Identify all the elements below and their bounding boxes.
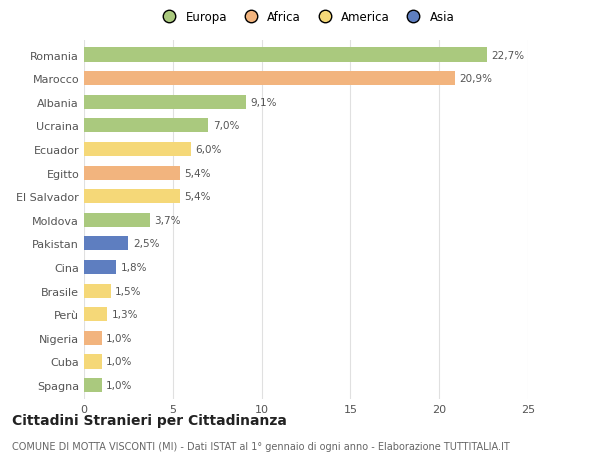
Bar	[84, 331, 102, 345]
Text: 7,0%: 7,0%	[213, 121, 239, 131]
Text: 22,7%: 22,7%	[491, 50, 525, 61]
Text: 2,5%: 2,5%	[133, 239, 160, 249]
Text: 1,8%: 1,8%	[121, 263, 147, 273]
Bar	[84, 237, 128, 251]
Bar	[84, 354, 102, 369]
Bar	[84, 143, 191, 157]
Text: 5,4%: 5,4%	[184, 192, 211, 202]
Bar	[84, 166, 180, 180]
Bar	[84, 190, 180, 204]
Text: 1,0%: 1,0%	[106, 380, 133, 390]
Text: 1,5%: 1,5%	[115, 286, 142, 296]
Text: 1,3%: 1,3%	[112, 309, 138, 319]
Text: 9,1%: 9,1%	[250, 98, 277, 107]
Bar	[84, 284, 110, 298]
Text: 5,4%: 5,4%	[184, 168, 211, 178]
Text: 20,9%: 20,9%	[460, 74, 493, 84]
Bar	[84, 308, 107, 322]
Bar	[84, 378, 102, 392]
Bar	[84, 48, 487, 62]
Bar	[84, 95, 245, 110]
Legend: Europa, Africa, America, Asia: Europa, Africa, America, Asia	[152, 6, 460, 28]
Text: 6,0%: 6,0%	[195, 145, 221, 155]
Bar	[84, 72, 455, 86]
Text: Cittadini Stranieri per Cittadinanza: Cittadini Stranieri per Cittadinanza	[12, 413, 287, 427]
Bar	[84, 213, 150, 227]
Text: 3,7%: 3,7%	[154, 215, 181, 225]
Bar	[84, 119, 208, 133]
Text: 1,0%: 1,0%	[106, 357, 133, 367]
Bar	[84, 260, 116, 274]
Text: COMUNE DI MOTTA VISCONTI (MI) - Dati ISTAT al 1° gennaio di ogni anno - Elaboraz: COMUNE DI MOTTA VISCONTI (MI) - Dati IST…	[12, 441, 510, 451]
Text: 1,0%: 1,0%	[106, 333, 133, 343]
